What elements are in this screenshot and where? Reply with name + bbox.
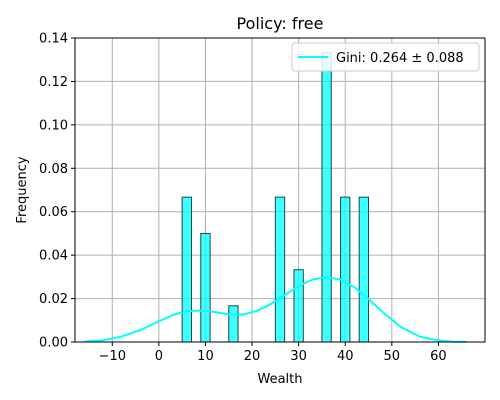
grid <box>75 37 485 343</box>
y-tick-label: 0.14 <box>39 32 68 47</box>
x-tick-label: 30 <box>290 349 307 364</box>
kde-line <box>84 276 467 343</box>
x-axis-label: Wealth <box>257 372 302 387</box>
histogram-bar <box>200 232 211 343</box>
histogram-bar <box>358 196 370 343</box>
kde-layer <box>84 276 467 343</box>
y-tick-label: 0.10 <box>39 118 68 133</box>
histogram-bar <box>228 305 239 343</box>
x-tick-label: 60 <box>430 349 447 364</box>
x-tick-label: 20 <box>244 349 261 364</box>
x-tick-label: 40 <box>337 349 354 364</box>
x-tick-label: 0 <box>155 349 163 364</box>
histogram-bar <box>293 269 304 343</box>
plot-frame <box>74 37 486 343</box>
y-tick-label: 0.00 <box>39 336 68 351</box>
x-axis-ticks: −10 0 10 20 30 40 50 60 <box>99 342 447 364</box>
legend-box <box>291 42 480 72</box>
y-tick-label: 0.12 <box>39 75 68 90</box>
y-tick-label: 0.08 <box>39 162 68 177</box>
histogram-bar <box>181 196 192 343</box>
histogram-bar <box>274 196 286 343</box>
bars-group <box>181 52 370 343</box>
chart-title: Policy: free <box>237 14 324 33</box>
histogram-bar <box>321 52 332 343</box>
x-tick-label: 50 <box>384 349 401 364</box>
y-tick-label: 0.06 <box>39 205 68 220</box>
x-tick-label: 10 <box>197 349 214 364</box>
y-axis-ticks: 0.00 0.02 0.04 0.06 0.08 0.10 0.12 0.14 <box>39 32 75 351</box>
histogram-bar <box>340 196 351 343</box>
y-tick-label: 0.02 <box>39 292 68 307</box>
y-axis-label: Frequency <box>15 156 30 223</box>
x-tick-label: −10 <box>99 349 126 364</box>
y-tick-label: 0.04 <box>39 249 68 264</box>
legend-entry-gini: Gini: 0.264 ± 0.088 <box>336 51 464 66</box>
legend: Gini: 0.264 ± 0.088 <box>291 42 480 72</box>
